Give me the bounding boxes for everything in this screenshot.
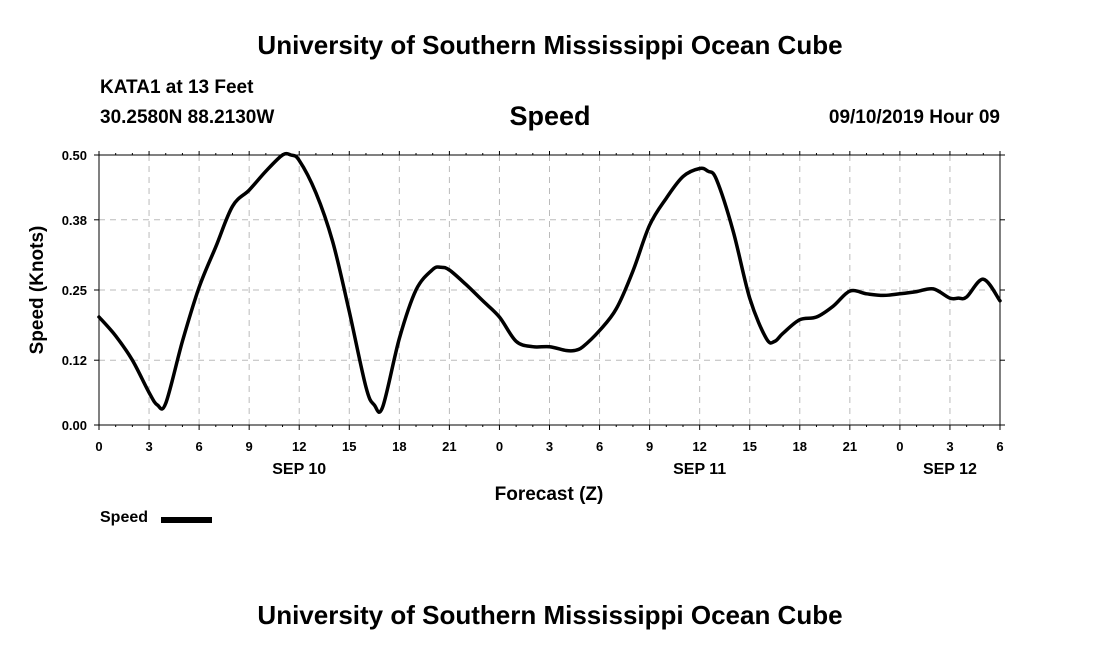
legend-label: Speed bbox=[100, 509, 149, 526]
footer-title: University of Southern Mississippi Ocean… bbox=[257, 600, 843, 630]
x-tick-label: 18 bbox=[392, 439, 406, 454]
x-tick-label: 3 bbox=[946, 439, 953, 454]
y-tick-label: 0.00 bbox=[62, 418, 87, 433]
x-tick-label: 0 bbox=[896, 439, 903, 454]
chart-grid bbox=[99, 155, 1000, 425]
page-title: University of Southern Mississippi Ocean… bbox=[257, 30, 843, 60]
station-label: KATA1 at 13 Feet bbox=[100, 77, 254, 98]
axis-ticks bbox=[94, 151, 1005, 430]
x-tick-label: 9 bbox=[646, 439, 653, 454]
x-tick-label: 3 bbox=[145, 439, 152, 454]
x-tick-label: 21 bbox=[843, 439, 857, 454]
x-tick-label: 6 bbox=[195, 439, 202, 454]
x-tick-label: 9 bbox=[246, 439, 253, 454]
x-tick-label: 18 bbox=[793, 439, 807, 454]
forecast-datetime: 09/10/2019 Hour 09 bbox=[828, 107, 1000, 128]
x-tick-label: 12 bbox=[292, 439, 306, 454]
x-tick-label: 6 bbox=[596, 439, 603, 454]
coordinates-label: 30.2580N 88.2130W bbox=[100, 107, 275, 128]
chart-variable-title: Speed bbox=[0, 101, 1100, 132]
y-tick-label: 0.50 bbox=[62, 148, 87, 163]
date-label: SEP 11 bbox=[673, 461, 726, 478]
x-tick-label: 21 bbox=[442, 439, 456, 454]
axis-labels: 0.00 0.12 0.25 0.38 0.50 0 3 6 9 12 15 18 21 0 3 6 9 12 15… bbox=[62, 148, 1004, 478]
x-tick-label: 6 bbox=[996, 439, 1003, 454]
date-label: SEP 10 bbox=[272, 461, 326, 478]
series-line-speed bbox=[97, 151, 1002, 415]
y-axis-label: Speed (Knots) bbox=[27, 226, 48, 355]
x-tick-label: 3 bbox=[546, 439, 553, 454]
y-tick-label: 0.38 bbox=[62, 213, 87, 228]
x-tick-label: 15 bbox=[342, 439, 356, 454]
legend-swatch bbox=[161, 517, 212, 523]
date-label: SEP 12 bbox=[923, 461, 977, 478]
y-tick-label: 0.12 bbox=[62, 353, 87, 368]
x-tick-label: 0 bbox=[496, 439, 503, 454]
x-tick-label: 0 bbox=[95, 439, 102, 454]
x-axis-label: Forecast (Z) bbox=[495, 484, 604, 505]
y-tick-label: 0.25 bbox=[62, 283, 87, 298]
x-tick-label: 12 bbox=[692, 439, 706, 454]
chart-variable-title-text: Speed bbox=[509, 101, 591, 131]
x-tick-label: 15 bbox=[742, 439, 756, 454]
